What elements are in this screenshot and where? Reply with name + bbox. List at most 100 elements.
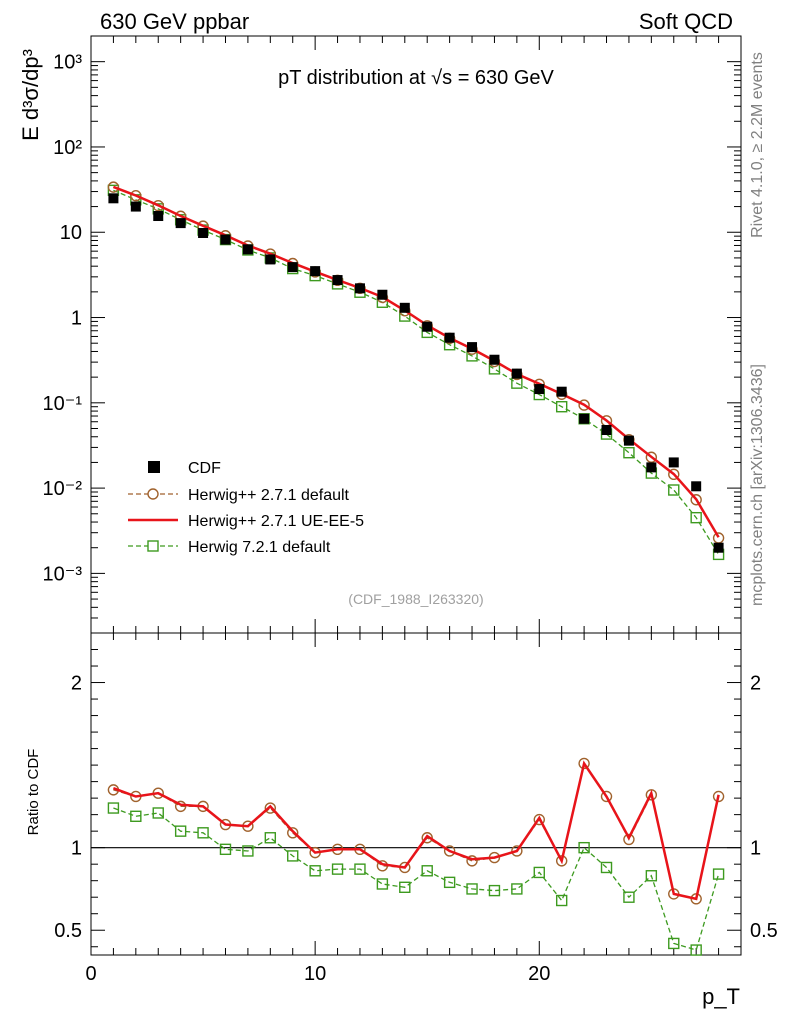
main-cdf-point bbox=[153, 211, 164, 222]
legend-label: Herwig++ 2.7.1 default bbox=[188, 487, 350, 504]
ratio-herwigpp-default-point bbox=[174, 800, 187, 813]
ratio-herwig7-default-line bbox=[113, 807, 720, 951]
ratio-herwig7-default-point bbox=[309, 865, 321, 877]
x-tick-label: 0 bbox=[85, 963, 96, 985]
ratio-herwig7-default-point bbox=[600, 861, 613, 874]
ratio-herwig7-default-point bbox=[690, 944, 702, 956]
ratio-herwigpp-default-point bbox=[600, 790, 613, 803]
main-y-tick-label: 10⁻² bbox=[43, 478, 83, 500]
main-y-tick-label: 10³ bbox=[53, 52, 82, 74]
main-herwigpp-default-point bbox=[668, 468, 680, 481]
main-cdf-point bbox=[422, 321, 433, 332]
series-layer bbox=[107, 181, 725, 956]
ratio-herwig7-default-point bbox=[488, 884, 501, 897]
ratio-herwig7-default-point bbox=[623, 891, 635, 903]
x-tick-label: 20 bbox=[528, 963, 550, 985]
ratio-herwigpp-default-point bbox=[623, 833, 635, 846]
header-left-label: 630 GeV ppbar bbox=[100, 9, 249, 34]
main-y-tick-label: 10⁻³ bbox=[43, 563, 83, 585]
main-herwigpp-default-point bbox=[152, 199, 164, 212]
main-herwig7-default-point bbox=[623, 447, 635, 459]
ratio-y-tick-label: 0.5 bbox=[54, 920, 82, 942]
ratio-herwig7-default-point bbox=[578, 841, 590, 854]
rivet-version-label: Rivet 4.1.0, ≥ 2.2M events bbox=[749, 52, 766, 238]
main-cdf-point bbox=[646, 462, 657, 473]
main-herwig7-default-point bbox=[690, 511, 702, 524]
legend-marker-cdf bbox=[148, 461, 160, 473]
ratio-y-tick-label: 1 bbox=[71, 838, 82, 860]
ratio-y-tick-label: 2 bbox=[71, 673, 82, 695]
main-cdf-point bbox=[713, 542, 724, 553]
main-cdf-point bbox=[377, 289, 388, 300]
ratio-herwigpp-default-point bbox=[511, 845, 523, 857]
main-herwig7-default-point bbox=[668, 484, 680, 496]
ratio-herwig7-default-point bbox=[152, 807, 164, 819]
main-herwig7-default-line bbox=[113, 189, 720, 555]
main-cdf-point bbox=[668, 457, 679, 468]
legend-label: CDF bbox=[188, 460, 221, 477]
ratio-herwig7-default-point bbox=[130, 810, 142, 822]
x-axis-label: p_T bbox=[702, 984, 740, 1009]
main-herwig7-default-point bbox=[555, 401, 568, 413]
main-cdf-point bbox=[220, 234, 231, 245]
ratio-herwig7-default-point bbox=[174, 825, 187, 837]
main-plot-title: pT distribution at √s = 630 GeV bbox=[278, 67, 554, 89]
main-cdf-point bbox=[175, 218, 186, 229]
ratio-plot-frame bbox=[90, 632, 742, 956]
ratio-herwigpp-default-point bbox=[287, 827, 299, 839]
main-y-tick-label: 1 bbox=[71, 308, 82, 330]
ratio-herwig7-default-point bbox=[533, 866, 545, 879]
main-herwigpp-default-point bbox=[107, 181, 120, 193]
legend-marker-herwig7-default bbox=[147, 540, 159, 552]
main-cdf-point bbox=[242, 244, 253, 255]
main-cdf-point bbox=[623, 435, 634, 446]
main-herwigpp-default-point bbox=[578, 399, 590, 411]
ratio-herwig7-default-point bbox=[645, 870, 658, 882]
ratio-herwigpp-default-point bbox=[443, 845, 456, 857]
main-cdf-point bbox=[287, 262, 298, 273]
main-cdf-point bbox=[310, 266, 321, 277]
legend-label: Herwig++ 2.7.1 UE-EE-5 bbox=[188, 513, 364, 530]
ratio-herwigpp-default-point bbox=[533, 813, 545, 826]
ratio-herwig7-default-point bbox=[511, 883, 523, 895]
ratio-y-axis-label: Ratio to CDF bbox=[25, 749, 42, 836]
main-herwigpp-default-point bbox=[712, 532, 725, 544]
x-tick-label: 10 bbox=[304, 963, 326, 985]
main-cdf-point bbox=[579, 413, 590, 424]
ratio-herwig7-default-point bbox=[264, 832, 277, 844]
main-cdf-point bbox=[265, 254, 276, 265]
main-cdf-point bbox=[691, 481, 702, 492]
main-cdf-point bbox=[332, 275, 343, 286]
ratio-herwig7-default-point bbox=[331, 863, 344, 875]
main-y-tick-label: 10² bbox=[53, 137, 82, 159]
ratio-herwig7-default-point bbox=[421, 865, 433, 877]
main-cdf-point bbox=[556, 386, 567, 397]
main-cdf-point bbox=[399, 302, 410, 313]
ratio-herwig7-default-point bbox=[197, 827, 209, 839]
ratio-herwigpp-default-point bbox=[466, 855, 478, 867]
axes-layer: 0 10 20 10⁻³ 10⁻² 10⁻¹ 1 10 10² 10³ 0.5 0.5 1 1 2 2 bbox=[43, 35, 778, 985]
main-y-tick-label: 10⁻¹ bbox=[43, 393, 83, 415]
ratio-herwig7-default-point bbox=[376, 878, 389, 890]
legend-label: Herwig 7.2.1 default bbox=[188, 539, 331, 556]
ratio-herwigpp-default-point bbox=[712, 790, 725, 803]
analysis-watermark: (CDF_1988_I263320) bbox=[348, 591, 483, 607]
main-cdf-point bbox=[130, 201, 141, 212]
header-right-label: Soft QCD bbox=[639, 9, 733, 34]
main-cdf-point bbox=[467, 342, 478, 353]
main-cdf-point bbox=[489, 354, 500, 365]
ratio-y-tick-label-right: 1 bbox=[750, 838, 761, 860]
ratio-herwig7-default-point bbox=[668, 937, 680, 950]
ratio-herwigpp-default-point bbox=[264, 802, 277, 814]
ratio-y-tick-label-right: 2 bbox=[750, 673, 761, 695]
main-cdf-point bbox=[601, 425, 612, 436]
ratio-herwig7-default-point bbox=[107, 802, 120, 814]
mcplots-credit-label: mcplots.cern.ch [arXiv:1306.3436] bbox=[749, 364, 766, 606]
legend: CDF Herwig++ 2.7.1 default Herwig++ 2.7.1 … bbox=[128, 460, 364, 556]
ratio-herwigpp-default-point bbox=[421, 832, 433, 844]
main-cdf-point bbox=[511, 368, 522, 379]
main-cdf-point bbox=[108, 193, 119, 204]
main-cdf-point bbox=[354, 283, 365, 294]
main-cdf-point bbox=[444, 332, 455, 343]
